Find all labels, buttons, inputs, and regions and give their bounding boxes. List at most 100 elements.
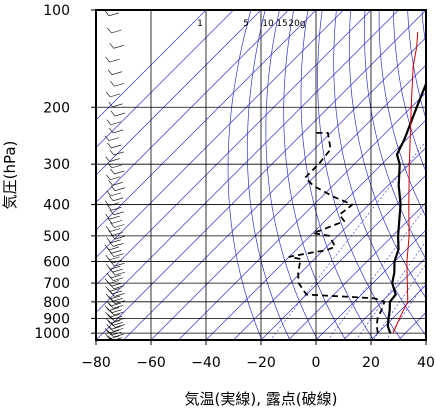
mixing-ratio-label: 5 (243, 19, 249, 29)
wind-barb (110, 185, 116, 191)
wind-barb (113, 333, 124, 338)
wind-barb (107, 27, 112, 34)
wind-barb (107, 314, 113, 320)
wind-barb (113, 129, 124, 134)
wind-barb (114, 112, 126, 117)
wind-barb (110, 298, 116, 304)
wind-barb (110, 326, 121, 330)
wind-barb (114, 262, 125, 267)
wind-barb (111, 331, 122, 336)
mixing-ratio-line (327, 206, 426, 340)
wind-barb (105, 226, 111, 232)
y-tick-label: 300 (43, 157, 70, 173)
grid-lines (96, 10, 426, 340)
wind-barb (106, 300, 112, 307)
wind-barb (111, 220, 123, 224)
wind-barb (112, 103, 123, 108)
wind-barbs (104, 10, 126, 340)
wind-barb (109, 251, 115, 257)
wind-barb (111, 207, 122, 211)
y-tick-label: 900 (43, 311, 70, 327)
mixing-ratio-label: 10 (262, 19, 274, 29)
isotherm-line (178, 92, 426, 340)
mixing-ratio-line (355, 240, 426, 340)
y-axis-title: 気圧(hPa) (1, 141, 19, 210)
wind-barb (108, 296, 113, 302)
wind-barb (110, 239, 121, 244)
wind-barb (109, 256, 120, 261)
dry-adiabat-line (348, 10, 426, 299)
isotherm-line (96, 10, 399, 313)
wind-barb (106, 324, 112, 330)
wind-barb (111, 250, 122, 254)
wind-barb (108, 137, 120, 141)
wind-barb (113, 211, 124, 216)
wind-barb (114, 187, 126, 191)
wind-barb (113, 243, 124, 247)
wind-barb (108, 280, 120, 284)
wind-barb (110, 265, 121, 270)
wind-barb (107, 329, 112, 336)
wind-barb (110, 316, 115, 322)
wind-barb (107, 69, 113, 75)
parcel-line (392, 31, 419, 334)
wind-barb (110, 176, 121, 181)
wind-barb (112, 298, 123, 302)
wind-barb (107, 288, 113, 295)
isotherm-line (96, 10, 262, 176)
wind-barb (109, 309, 115, 316)
wind-barb (110, 93, 121, 98)
mixing-ratio-label: 15 (276, 19, 287, 29)
wind-barb (113, 277, 124, 282)
dry-adiabat-line (265, 10, 319, 340)
wind-barb (105, 333, 110, 340)
x-axis-title: 気温(実線), 露点(破線) (185, 390, 338, 408)
wind-barb (113, 328, 124, 332)
wind-barb (110, 81, 115, 87)
wind-barb (109, 158, 120, 162)
wind-barb (108, 195, 114, 202)
dry-adiabat-line (378, 10, 426, 218)
wind-barb (107, 162, 113, 169)
wind-barb (111, 164, 123, 169)
x-axis: −80 −60 −40 −20 0 20 40 (81, 340, 435, 371)
y-tick-label: 500 (43, 229, 70, 245)
wind-barb (108, 230, 113, 236)
isotherm-line (260, 174, 426, 340)
mixing-ratio-labels: 1 5 10 15 20g (197, 19, 305, 29)
wind-barb (106, 119, 112, 125)
wind-barb (108, 101, 113, 107)
wind-barb (110, 168, 115, 175)
dry-adiabat-line (227, 10, 263, 340)
x-tick-label: 20 (362, 355, 380, 371)
wind-barb (114, 170, 125, 175)
dry-adiabat-line (421, 10, 426, 49)
wind-barb (110, 322, 116, 328)
wind-barb (108, 202, 120, 206)
mixing-ratio-label: 1 (197, 19, 203, 29)
wind-barb (112, 268, 123, 273)
y-tick-label: 1000 (34, 326, 70, 342)
wind-barb (110, 295, 121, 300)
dry-adiabat-line (246, 10, 291, 340)
wind-barb (113, 197, 124, 202)
wind-barb (113, 45, 124, 49)
dry-adiabat-line (333, 10, 426, 337)
isotherm-line (288, 202, 426, 340)
wind-barb (108, 326, 114, 332)
wind-barb (109, 215, 120, 220)
wind-barb (107, 142, 112, 149)
wind-barb (110, 110, 116, 117)
wind-barb (105, 174, 111, 180)
wind-barb (114, 300, 126, 304)
y-tick-label: 700 (43, 276, 70, 292)
wind-barb (108, 12, 120, 17)
wind-barb (106, 237, 112, 244)
wind-barb (111, 309, 122, 314)
wind-barb (110, 192, 121, 197)
x-tick-label: 0 (312, 355, 321, 371)
isotherm-line (96, 10, 207, 121)
wind-barb (114, 235, 126, 240)
wind-barb (112, 322, 123, 326)
